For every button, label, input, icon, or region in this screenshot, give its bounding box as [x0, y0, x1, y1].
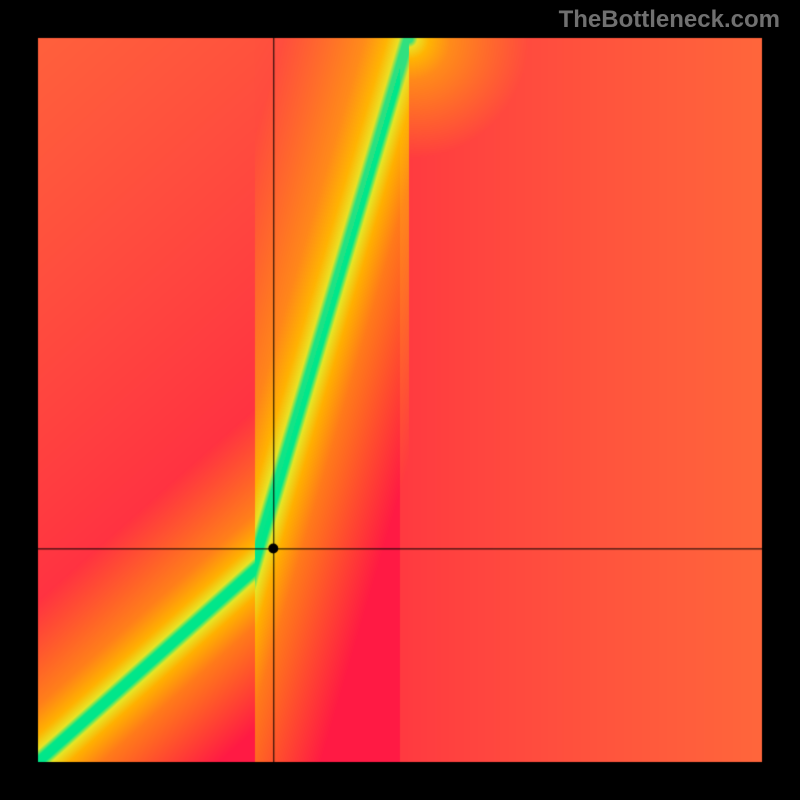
bottleneck-heatmap — [0, 0, 800, 800]
watermark-text: TheBottleneck.com — [559, 6, 780, 34]
